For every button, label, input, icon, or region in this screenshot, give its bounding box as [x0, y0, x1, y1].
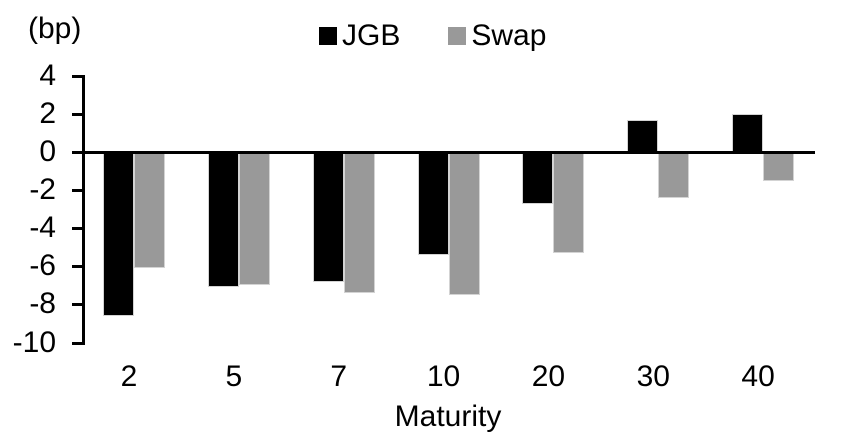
bar-jgb-10 — [417, 152, 449, 255]
legend-label: JGB — [342, 19, 401, 52]
y-axis-line — [82, 75, 85, 345]
y-tick — [72, 227, 85, 231]
x-axis-title: Maturity — [394, 400, 502, 433]
y-tick — [72, 113, 85, 117]
bar-swap-20 — [553, 152, 585, 254]
bar-jgb-5 — [207, 152, 239, 288]
bar-swap-40 — [763, 152, 795, 181]
y-tick — [72, 151, 85, 155]
bar-swap-10 — [448, 152, 480, 295]
y-tick-label: -8 — [29, 287, 56, 321]
y-tick-label: -4 — [29, 211, 56, 245]
y-tick-label: -10 — [12, 325, 56, 359]
y-tick — [72, 265, 85, 269]
bar-jgb-20 — [522, 152, 554, 204]
y-tick — [72, 75, 85, 78]
x-tick-label: 30 — [636, 360, 670, 393]
bar-jgb-2 — [103, 152, 134, 316]
x-tick-label: 2 — [120, 360, 138, 393]
bar-jgb-7 — [312, 152, 344, 282]
bar-swap-5 — [238, 152, 270, 286]
legend-label: Swap — [471, 19, 547, 52]
x-tick-label: 10 — [426, 360, 461, 393]
x-tick-label: 20 — [531, 360, 566, 393]
legend: JGB Swap — [319, 16, 546, 56]
bar-swap-30 — [658, 152, 690, 198]
y-tick-label: -2 — [29, 173, 56, 207]
y-axis-unit-label: (bp) — [28, 12, 82, 45]
y-tick-label: -6 — [29, 249, 56, 283]
x-axis-zero-line — [82, 151, 815, 155]
y-tick — [72, 189, 85, 193]
swap-legend-swatch-icon — [448, 27, 467, 45]
bar-swap-7 — [343, 152, 375, 293]
y-tick-label: 2 — [39, 97, 56, 131]
y-tick — [72, 303, 85, 307]
legend-item-jgb: JGB — [319, 18, 400, 54]
bar-jgb-40 — [732, 114, 764, 153]
legend-item-swap: Swap — [448, 18, 546, 54]
x-tick-label: 5 — [225, 360, 243, 393]
y-tick — [72, 341, 85, 345]
bar-jgb-30 — [627, 119, 659, 153]
y-tick-label: 4 — [39, 59, 56, 92]
x-tick-label: 40 — [741, 360, 775, 393]
x-tick-label: 7 — [330, 360, 348, 393]
bar-swap-2 — [134, 152, 165, 269]
jgb-legend-swatch-icon — [319, 27, 337, 45]
y-tick-label: 0 — [39, 135, 56, 169]
